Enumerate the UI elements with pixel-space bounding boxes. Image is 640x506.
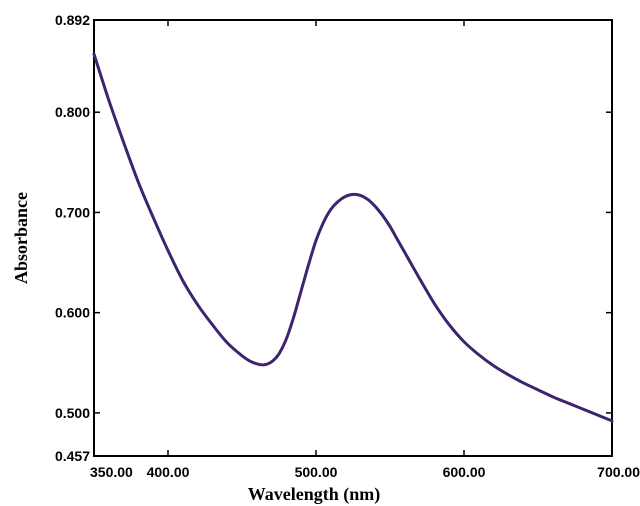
y-tick-label: 0.892 (55, 12, 90, 28)
y-tick-label: 0.800 (55, 104, 90, 120)
x-tick-label: 350.00 (90, 464, 133, 480)
plot-frame (93, 19, 613, 457)
x-tick-label: 700.00 (597, 464, 640, 480)
x-axis-title: Wavelength (nm) (248, 484, 381, 505)
y-tick-label: 0.600 (55, 305, 90, 321)
absorbance-series-line (92, 52, 614, 423)
y-axis-title: Absorbance (11, 192, 31, 284)
x-tick-label: 500.00 (295, 464, 338, 480)
y-tick-label: 0.457 (55, 448, 90, 464)
x-tick-label: 400.00 (147, 464, 190, 480)
y-axis-ticks: 0.457 0.500 0.600 0.700 0.800 0.892 (55, 12, 612, 464)
y-tick-label: 0.500 (55, 405, 90, 421)
y-tick-label: 0.700 (55, 204, 90, 220)
x-axis-ticks: 350.00 400.00 500.00 600.00 700.00 (90, 20, 640, 480)
x-tick-label: 600.00 (443, 464, 486, 480)
